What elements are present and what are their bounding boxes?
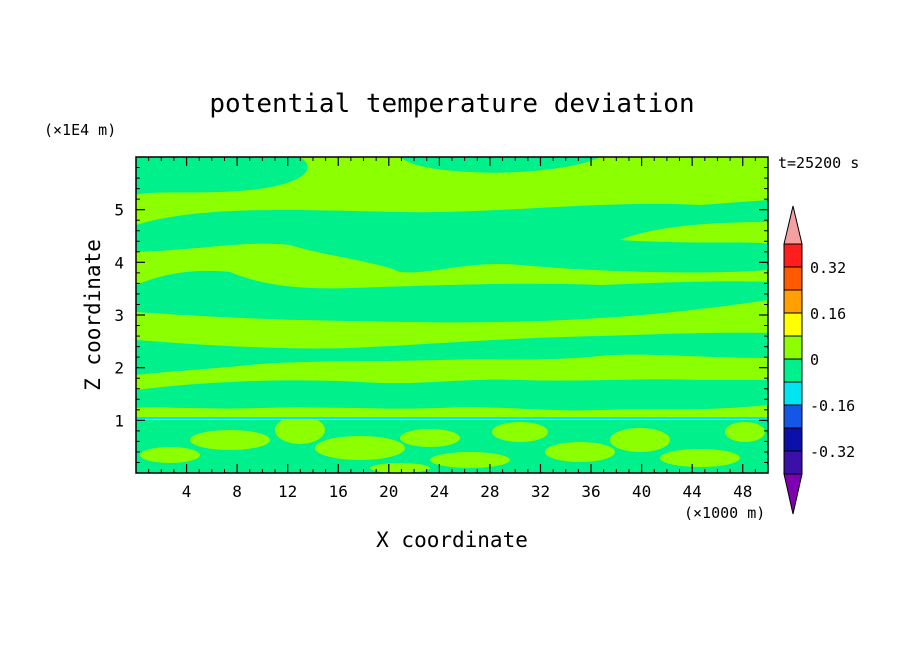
contour-band bbox=[400, 157, 600, 173]
contour-band bbox=[136, 270, 768, 323]
y-tick-label: 4 bbox=[114, 253, 124, 272]
colorbar-segment bbox=[783, 335, 803, 360]
chart-title: potential temperature deviation bbox=[209, 89, 694, 119]
x-tick-label: 24 bbox=[430, 482, 449, 501]
colorbar-segment bbox=[783, 427, 803, 452]
x-axis-label: X coordinate bbox=[376, 528, 528, 552]
contour-band bbox=[545, 442, 615, 462]
y-tick-label: 2 bbox=[114, 359, 124, 378]
x-tick-label: 32 bbox=[531, 482, 550, 501]
contour-band bbox=[610, 428, 670, 452]
colorbar-tick-label: -0.32 bbox=[810, 443, 855, 461]
contour-band bbox=[315, 436, 405, 460]
contour-bands bbox=[136, 157, 768, 473]
colorbar-segment bbox=[783, 289, 803, 314]
y-tick-label: 5 bbox=[114, 201, 124, 220]
contour-band bbox=[136, 379, 768, 411]
y-unit-label: (×1E4 m) bbox=[44, 121, 116, 139]
colorbar-tick-label: 0.16 bbox=[810, 305, 846, 323]
x-tick-label: 20 bbox=[379, 482, 398, 501]
contour-band bbox=[725, 422, 765, 442]
x-unit-label: (×1000 m) bbox=[684, 504, 765, 522]
colorbar: 0.32 0.16 0 -0.16 -0.32 bbox=[783, 205, 855, 515]
contour-band bbox=[136, 157, 308, 195]
y-axis-ticks: 1 2 3 4 5 bbox=[114, 167, 768, 463]
contour-band bbox=[136, 332, 768, 375]
y-tick-label: 3 bbox=[114, 306, 124, 325]
colorbar-segment bbox=[783, 381, 803, 406]
time-label: t=25200 s bbox=[778, 154, 859, 172]
colorbar-segment bbox=[783, 404, 803, 429]
x-axis-ticks: 4 8 12 16 20 24 28 32 36 40 44 48 bbox=[148, 157, 756, 501]
contour-band bbox=[190, 430, 270, 450]
y-tick-label: 1 bbox=[114, 411, 124, 430]
x-tick-label: 40 bbox=[632, 482, 651, 501]
colorbar-segment bbox=[783, 312, 803, 337]
colorbar-tick-label: -0.16 bbox=[810, 397, 855, 415]
x-tick-label: 4 bbox=[182, 482, 192, 501]
x-tick-label: 44 bbox=[683, 482, 702, 501]
colorbar-tick-label: 0.32 bbox=[810, 259, 846, 277]
colorbar-segment bbox=[783, 450, 803, 475]
x-tick-label: 16 bbox=[329, 482, 348, 501]
x-tick-label: 36 bbox=[581, 482, 600, 501]
colorbar-segment bbox=[783, 243, 803, 268]
contour-band bbox=[136, 200, 768, 273]
x-tick-label: 48 bbox=[733, 482, 752, 501]
contour-band bbox=[660, 449, 740, 467]
x-tick-label: 12 bbox=[278, 482, 297, 501]
y-axis-label: Z coordinate bbox=[81, 239, 105, 391]
colorbar-segment bbox=[783, 266, 803, 291]
contour-band bbox=[275, 416, 325, 444]
x-tick-label: 8 bbox=[232, 482, 242, 501]
contour-band bbox=[430, 452, 510, 468]
colorbar-segment bbox=[783, 358, 803, 383]
x-tick-label: 28 bbox=[480, 482, 499, 501]
contour-band bbox=[370, 463, 430, 473]
thin-layer-band bbox=[136, 417, 768, 419]
contour-band bbox=[400, 429, 460, 447]
contour-band bbox=[492, 422, 548, 442]
colorbar-under-arrow bbox=[783, 473, 803, 515]
colorbar-over-arrow bbox=[783, 205, 803, 245]
contour-band bbox=[140, 447, 200, 463]
colorbar-tick-label: 0 bbox=[810, 351, 819, 369]
